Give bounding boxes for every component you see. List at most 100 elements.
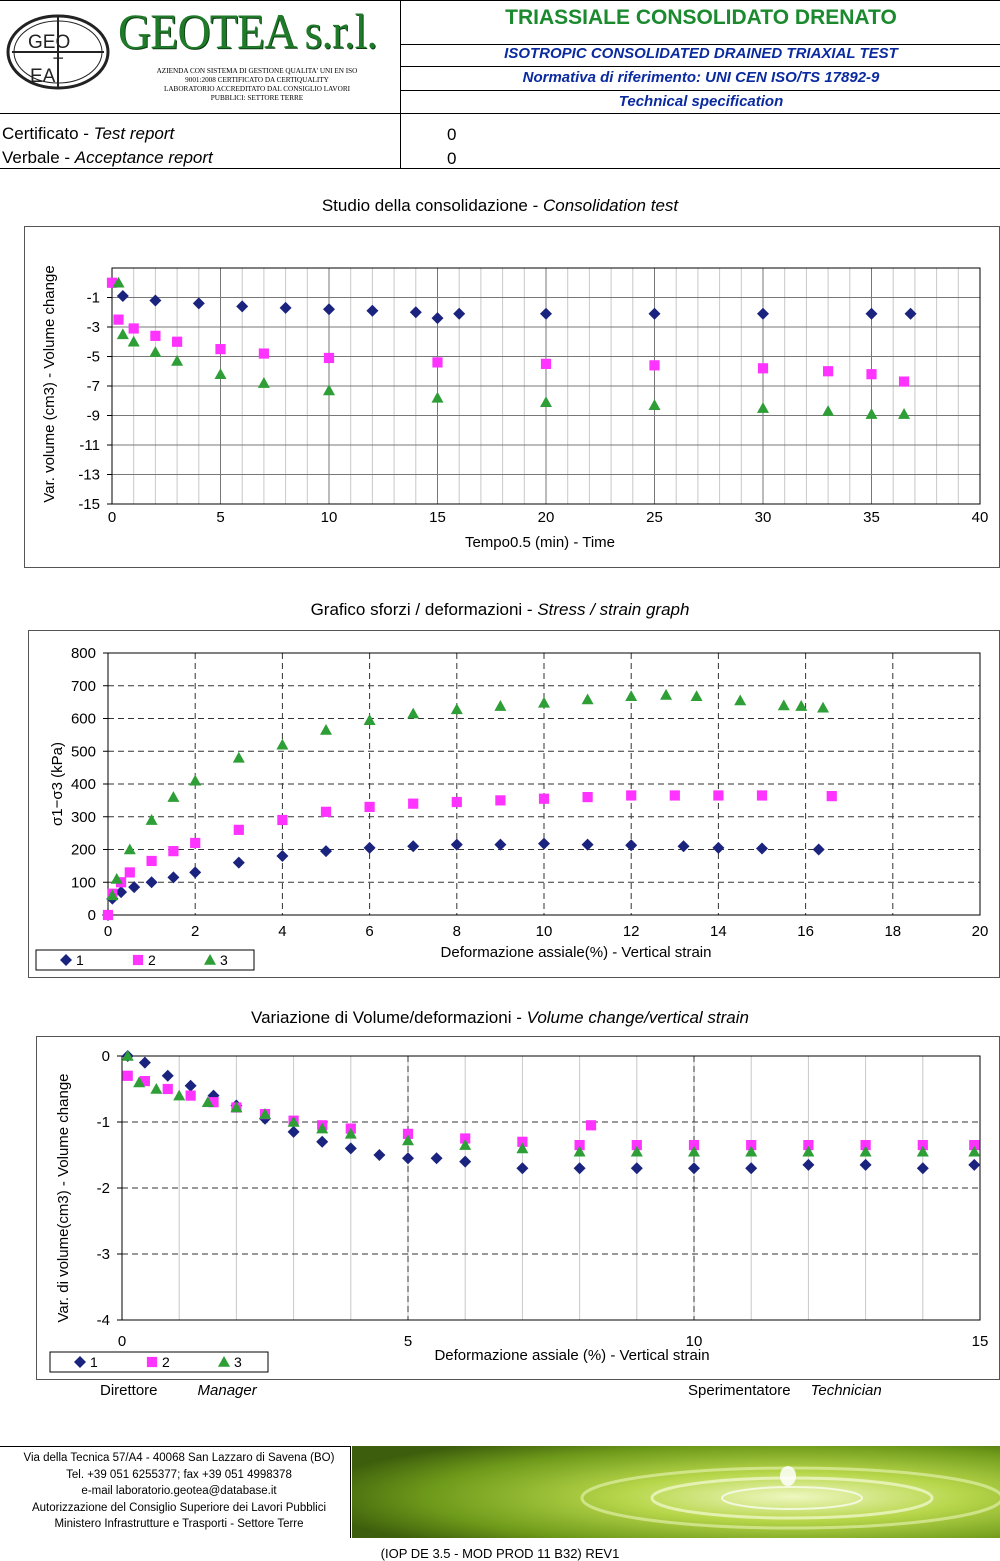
data-point-square (150, 330, 161, 341)
volume-strain-chart: 0 5 10 15 0 -1 -2 -3 -4 Deformazione assiale (%) … (49, 1048, 989, 1373)
data-point-triangle (232, 751, 245, 763)
cert-line: LABORATORIO ACCREDITATO DAL CONSIGLIO LA… (163, 85, 351, 93)
data-point-diamond (161, 1069, 174, 1082)
y-tick-label: 200 (71, 842, 96, 859)
data-point-triangle (316, 1122, 329, 1134)
data-point-triangle (573, 1145, 586, 1157)
data-point-diamond (344, 1142, 357, 1155)
legend-label: 1 (76, 952, 84, 968)
data-point-square (898, 376, 910, 387)
data-point-diamond (363, 841, 376, 854)
data-point-diamond (116, 290, 129, 303)
geotea-logo-icon: GEO T EA (6, 14, 110, 90)
x-tick-label: 14 (710, 923, 727, 940)
data-point-square (495, 795, 506, 806)
data-point-diamond (167, 871, 180, 884)
data-point-square (517, 1136, 528, 1147)
data-point-diamond (625, 839, 638, 852)
footer-address: Via della Tecnica 57/A4 - 40068 San Lazz… (14, 1450, 344, 1533)
x-tick-label: 15 (972, 1333, 989, 1350)
data-point-diamond (540, 307, 552, 320)
data-point-triangle (189, 774, 202, 786)
data-point-triangle (344, 1127, 357, 1139)
data-point-square (823, 366, 834, 377)
legend-label: 1 (90, 1354, 98, 1370)
data-point-square (626, 790, 637, 801)
y-tick-label: -1 (97, 1114, 110, 1131)
x-axis-label: Deformazione assiale(%) - Vertical strai… (441, 944, 712, 961)
data-point-square (582, 792, 593, 803)
footer-line: e-mail laboratorio.geotea@database.it (81, 1485, 277, 1497)
company-certification: AZIENDA CON SISTEMA DI GESTIONE QUALITA'… (116, 67, 398, 103)
data-point-triangle (145, 814, 158, 825)
acceptance-label: Verbale - Acceptance report (2, 148, 213, 167)
data-point-diamond (236, 300, 249, 313)
data-point-diamond (149, 294, 162, 307)
data-point-diamond (968, 1158, 981, 1171)
data-point-square (124, 867, 135, 878)
data-point-triangle (822, 405, 835, 416)
data-point-square (190, 837, 201, 849)
data-point-diamond (494, 838, 507, 851)
footer-line: Autorizzazione del Consiglio Superiore d… (31, 1501, 327, 1514)
data-point-diamond (745, 1162, 758, 1175)
certificate-label: Certificato - Test report (2, 124, 175, 143)
y-axis-label: Var. volume (cm3) - Volume change (41, 265, 58, 502)
chart-legend (49, 1351, 269, 1373)
data-point-square (402, 1128, 414, 1139)
data-point-triangle (106, 889, 119, 901)
data-point-triangle (123, 843, 136, 855)
data-point-diamond (430, 1152, 443, 1165)
y-tick-label: -5 (87, 349, 100, 366)
data-point-square (432, 357, 443, 368)
x-tick-label: 40 (972, 509, 989, 526)
certificate-value: 0 (447, 125, 457, 144)
x-tick-label: 10 (686, 1333, 703, 1350)
data-point-diamond (402, 1152, 414, 1165)
data-point-triangle (201, 1096, 214, 1107)
y-tick-label: 700 (71, 678, 96, 695)
stress-strain-chart-title: Grafico sforzi / deformazioni - Stress /… (310, 600, 690, 619)
data-point-square (917, 1140, 928, 1151)
data-point-diamond (407, 840, 420, 853)
y-tick-label: -3 (87, 319, 100, 336)
x-tick-label: 10 (536, 923, 553, 940)
data-point-triangle (230, 1101, 243, 1113)
report-header: GEO T EA GEOTEA s.r.l. AZIENDA CON SISTE… (0, 0, 1000, 169)
footer-line: Via della Tecnica 57/A4 - 40068 San Lazz… (23, 1452, 335, 1464)
x-axis-label: Deformazione assiale (%) - Vertical stra… (434, 1347, 709, 1364)
consolidation-chart: 0 5 10 15 20 25 30 35 40 -1 -3 -5 -7 -9 -11 -13 -15 Tempo… (41, 265, 989, 551)
data-point-triangle (167, 791, 180, 802)
data-point-triangle (402, 1134, 414, 1146)
data-point-triangle (859, 1145, 872, 1157)
technical-specification: Technical specification (618, 93, 784, 110)
x-tick-label: 0 (108, 509, 116, 526)
svg-text:T: T (53, 54, 63, 73)
x-tick-label: 0 (104, 923, 112, 940)
data-point-square (803, 1140, 814, 1151)
y-tick-label: -15 (78, 496, 100, 513)
data-point-triangle (581, 693, 594, 705)
data-point-triangle (149, 346, 162, 357)
x-tick-label: 15 (429, 509, 446, 526)
data-point-triangle (690, 690, 703, 702)
data-point-triangle (218, 1356, 230, 1367)
data-point-triangle (363, 714, 376, 725)
data-point-triangle (121, 1050, 134, 1061)
x-tick-label: 16 (797, 923, 814, 940)
document-reference: (IOP DE 3.5 - MOD PROD 11 B32) REV1 (380, 1546, 620, 1561)
data-point-diamond (366, 304, 379, 317)
data-point-diamond (373, 1149, 386, 1161)
x-tick-label: 25 (646, 509, 663, 526)
data-point-triangle (817, 701, 830, 713)
x-tick-label: 20 (972, 923, 989, 940)
data-point-diamond (115, 886, 128, 899)
data-point-square (146, 1356, 158, 1368)
data-point-square (320, 806, 332, 817)
x-tick-label: 10 (321, 509, 338, 526)
data-point-diamond (450, 838, 463, 851)
data-point-square (969, 1140, 980, 1151)
data-point-diamond (74, 1356, 86, 1368)
x-tick-label: 6 (365, 923, 373, 940)
data-point-diamond (431, 312, 444, 325)
